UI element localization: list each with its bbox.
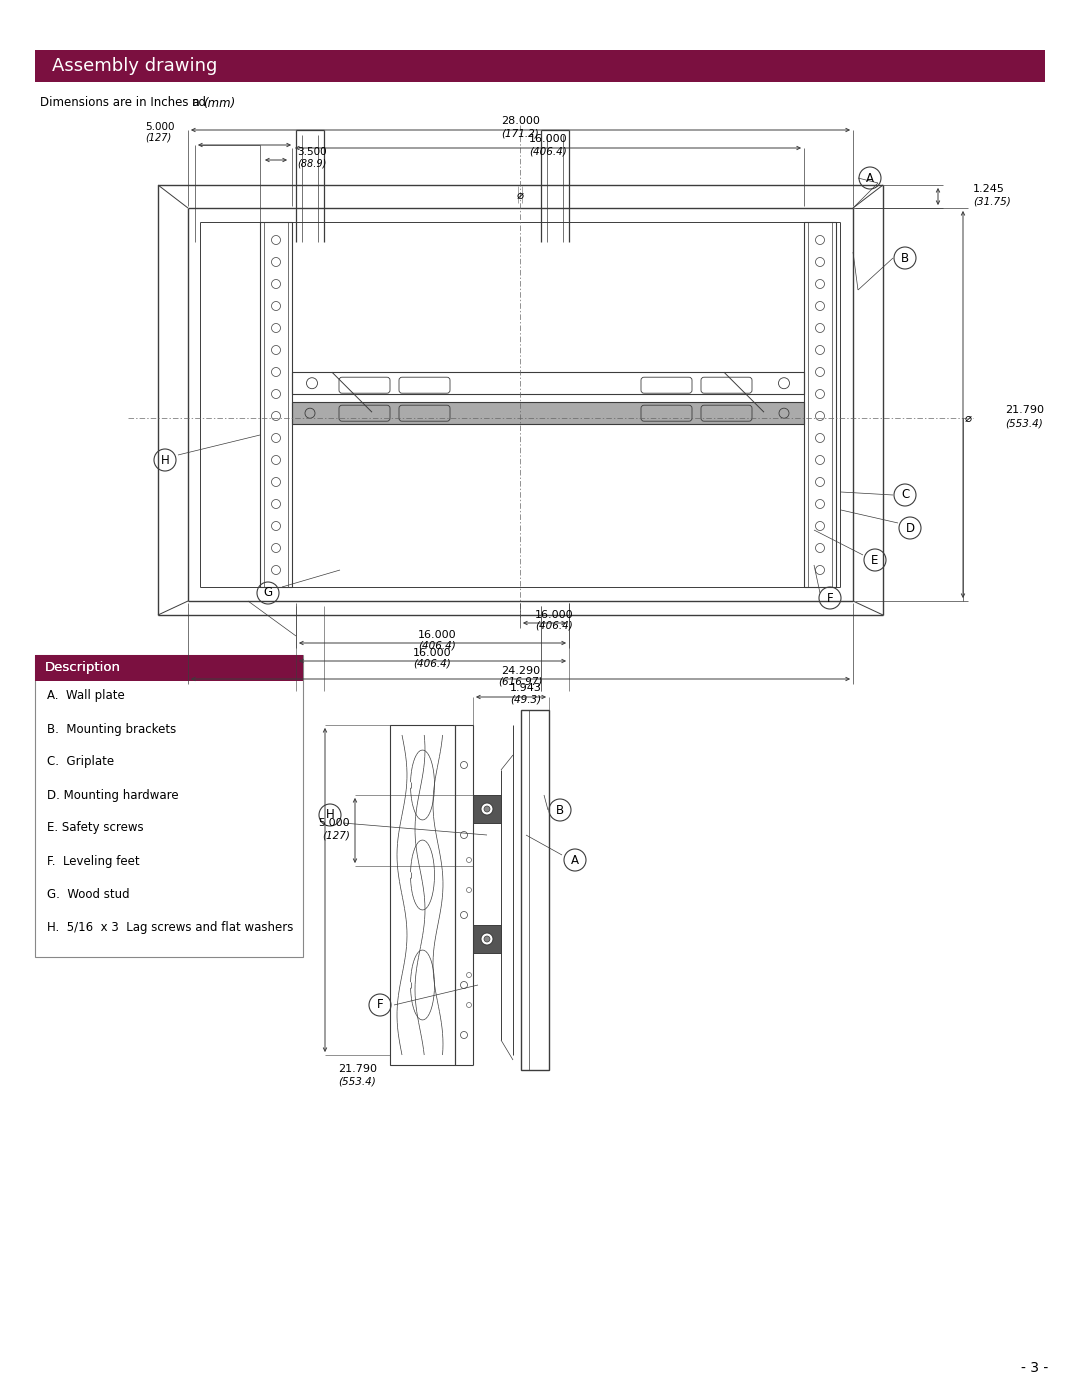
- Text: Description: Description: [45, 662, 121, 675]
- Text: A: A: [571, 854, 579, 866]
- Circle shape: [467, 858, 472, 862]
- Bar: [35, 655, 303, 957]
- Text: H: H: [161, 454, 170, 467]
- Text: ⌀: ⌀: [964, 412, 972, 425]
- Circle shape: [460, 911, 468, 918]
- Circle shape: [460, 982, 468, 989]
- Circle shape: [460, 1031, 468, 1038]
- Text: (406.4): (406.4): [419, 641, 457, 651]
- Text: 5.000: 5.000: [319, 819, 350, 828]
- Text: 28.000: 28.000: [501, 116, 540, 126]
- Text: B: B: [901, 251, 909, 264]
- Text: F.  Leveling feet: F. Leveling feet: [48, 855, 139, 868]
- Text: 1.245: 1.245: [973, 184, 1004, 194]
- FancyBboxPatch shape: [701, 405, 752, 422]
- Text: Dimensions are in Inches a: Dimensions are in Inches a: [40, 96, 200, 109]
- Text: (553.4): (553.4): [1005, 418, 1043, 429]
- Text: 3.500: 3.500: [297, 147, 326, 156]
- Text: A: A: [866, 172, 874, 184]
- Circle shape: [460, 761, 468, 768]
- Circle shape: [467, 1003, 472, 1007]
- Bar: [473, 795, 501, 823]
- Text: (127): (127): [322, 830, 350, 841]
- FancyBboxPatch shape: [642, 405, 692, 422]
- Bar: [292, 372, 804, 394]
- Text: A.  Wall plate: A. Wall plate: [48, 690, 125, 703]
- FancyBboxPatch shape: [701, 377, 752, 393]
- Text: 16.000: 16.000: [529, 134, 567, 144]
- Text: B: B: [556, 803, 564, 816]
- Text: H: H: [326, 809, 335, 821]
- Circle shape: [484, 936, 490, 942]
- Text: 16.000: 16.000: [414, 648, 451, 658]
- Text: (406.4): (406.4): [536, 622, 573, 631]
- Circle shape: [467, 887, 472, 893]
- FancyBboxPatch shape: [399, 405, 450, 422]
- Circle shape: [481, 803, 492, 814]
- Text: B.  Mounting brackets: B. Mounting brackets: [48, 722, 176, 735]
- FancyBboxPatch shape: [642, 377, 692, 393]
- FancyBboxPatch shape: [399, 377, 450, 393]
- Text: (616.97): (616.97): [498, 678, 542, 687]
- Circle shape: [467, 972, 472, 978]
- Text: D: D: [905, 521, 915, 535]
- FancyBboxPatch shape: [339, 377, 390, 393]
- Text: - 3 -: - 3 -: [1022, 1361, 1049, 1375]
- Text: Description: Description: [45, 662, 121, 675]
- Text: (mm): (mm): [203, 96, 235, 109]
- Text: 21.790: 21.790: [1005, 405, 1044, 415]
- Text: F: F: [826, 591, 834, 605]
- Text: H.  5/16  x 3  Lag screws and flat washers: H. 5/16 x 3 Lag screws and flat washers: [48, 921, 294, 933]
- Text: C.  Griplate: C. Griplate: [48, 756, 114, 768]
- Text: G: G: [264, 587, 272, 599]
- Text: ⌀: ⌀: [516, 189, 524, 201]
- Text: nd: nd: [192, 96, 207, 109]
- Text: 24.290: 24.290: [501, 666, 540, 676]
- Circle shape: [460, 831, 468, 838]
- Text: (406.4): (406.4): [529, 147, 567, 156]
- Circle shape: [484, 806, 490, 812]
- Bar: [292, 402, 804, 425]
- Text: C: C: [901, 489, 909, 502]
- Bar: [473, 925, 501, 953]
- Text: E. Safety screws: E. Safety screws: [48, 821, 144, 834]
- Text: E: E: [872, 553, 879, 567]
- Bar: [35, 655, 303, 680]
- Text: 16.000: 16.000: [418, 630, 457, 640]
- Text: (127): (127): [145, 133, 172, 142]
- Bar: [35, 50, 1045, 82]
- Bar: [390, 725, 455, 1065]
- Text: (171.2): (171.2): [501, 129, 539, 138]
- Text: 21.790: 21.790: [338, 1065, 377, 1074]
- Text: 5.000: 5.000: [145, 122, 175, 131]
- Text: Assembly drawing: Assembly drawing: [52, 57, 217, 75]
- FancyBboxPatch shape: [339, 405, 390, 422]
- Circle shape: [481, 933, 492, 944]
- Text: F: F: [377, 999, 383, 1011]
- Text: (31.75): (31.75): [973, 197, 1011, 207]
- Bar: [35, 655, 303, 680]
- Text: D. Mounting hardware: D. Mounting hardware: [48, 788, 178, 802]
- Text: (406.4): (406.4): [414, 659, 451, 669]
- Text: 16.000: 16.000: [536, 610, 573, 620]
- Text: G.  Wood stud: G. Wood stud: [48, 887, 130, 901]
- Text: (49.3): (49.3): [511, 694, 541, 704]
- Bar: [521, 710, 549, 1070]
- Text: (88.9): (88.9): [297, 158, 326, 168]
- Text: (553.4): (553.4): [339, 1076, 376, 1085]
- Text: 1.943: 1.943: [510, 683, 542, 693]
